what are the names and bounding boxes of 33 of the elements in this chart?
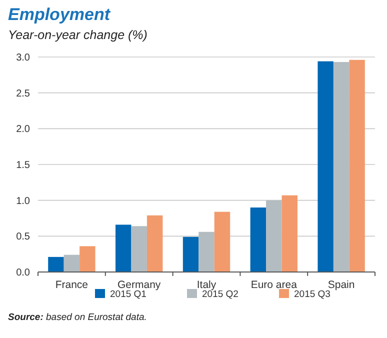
y-tick-label: 0.5 — [16, 232, 30, 243]
bar — [80, 246, 96, 272]
y-tick-label: 3.0 — [16, 52, 30, 64]
y-tick-label: 0.0 — [16, 268, 30, 278]
legend-label: 2015 Q3 — [294, 289, 330, 300]
bar — [131, 226, 147, 272]
bar — [64, 254, 80, 272]
bar — [333, 62, 350, 272]
chart-subtitle: Year-on-year change (%) — [8, 28, 148, 42]
x-tick-label: Spain — [328, 279, 355, 291]
bar — [146, 215, 163, 272]
bar — [182, 236, 199, 272]
bar — [282, 195, 298, 272]
source-note: Source: based on Eurostat data. — [8, 312, 147, 323]
bar — [214, 212, 230, 272]
bar — [318, 61, 334, 272]
x-tick-label: Italy — [196, 279, 217, 291]
bar — [116, 224, 132, 272]
y-tick-label: 2.0 — [16, 124, 30, 136]
bar — [266, 200, 282, 272]
y-tick-label: 1.0 — [16, 196, 30, 207]
chart-title: Employment — [8, 5, 112, 24]
y-tick-label: 2.5 — [16, 88, 30, 100]
x-tick-label: Euro area — [250, 279, 298, 291]
legend-label: 2015 Q2 — [202, 289, 238, 300]
bar — [349, 60, 365, 272]
bar — [250, 208, 266, 272]
bar — [48, 256, 64, 272]
x-tick-label: France — [55, 279, 88, 291]
y-tick-label: 1.5 — [16, 160, 30, 171]
legend-label: 2015 Q1 — [110, 289, 146, 300]
x-tick-label: Germany — [118, 279, 162, 291]
bar — [198, 232, 214, 272]
